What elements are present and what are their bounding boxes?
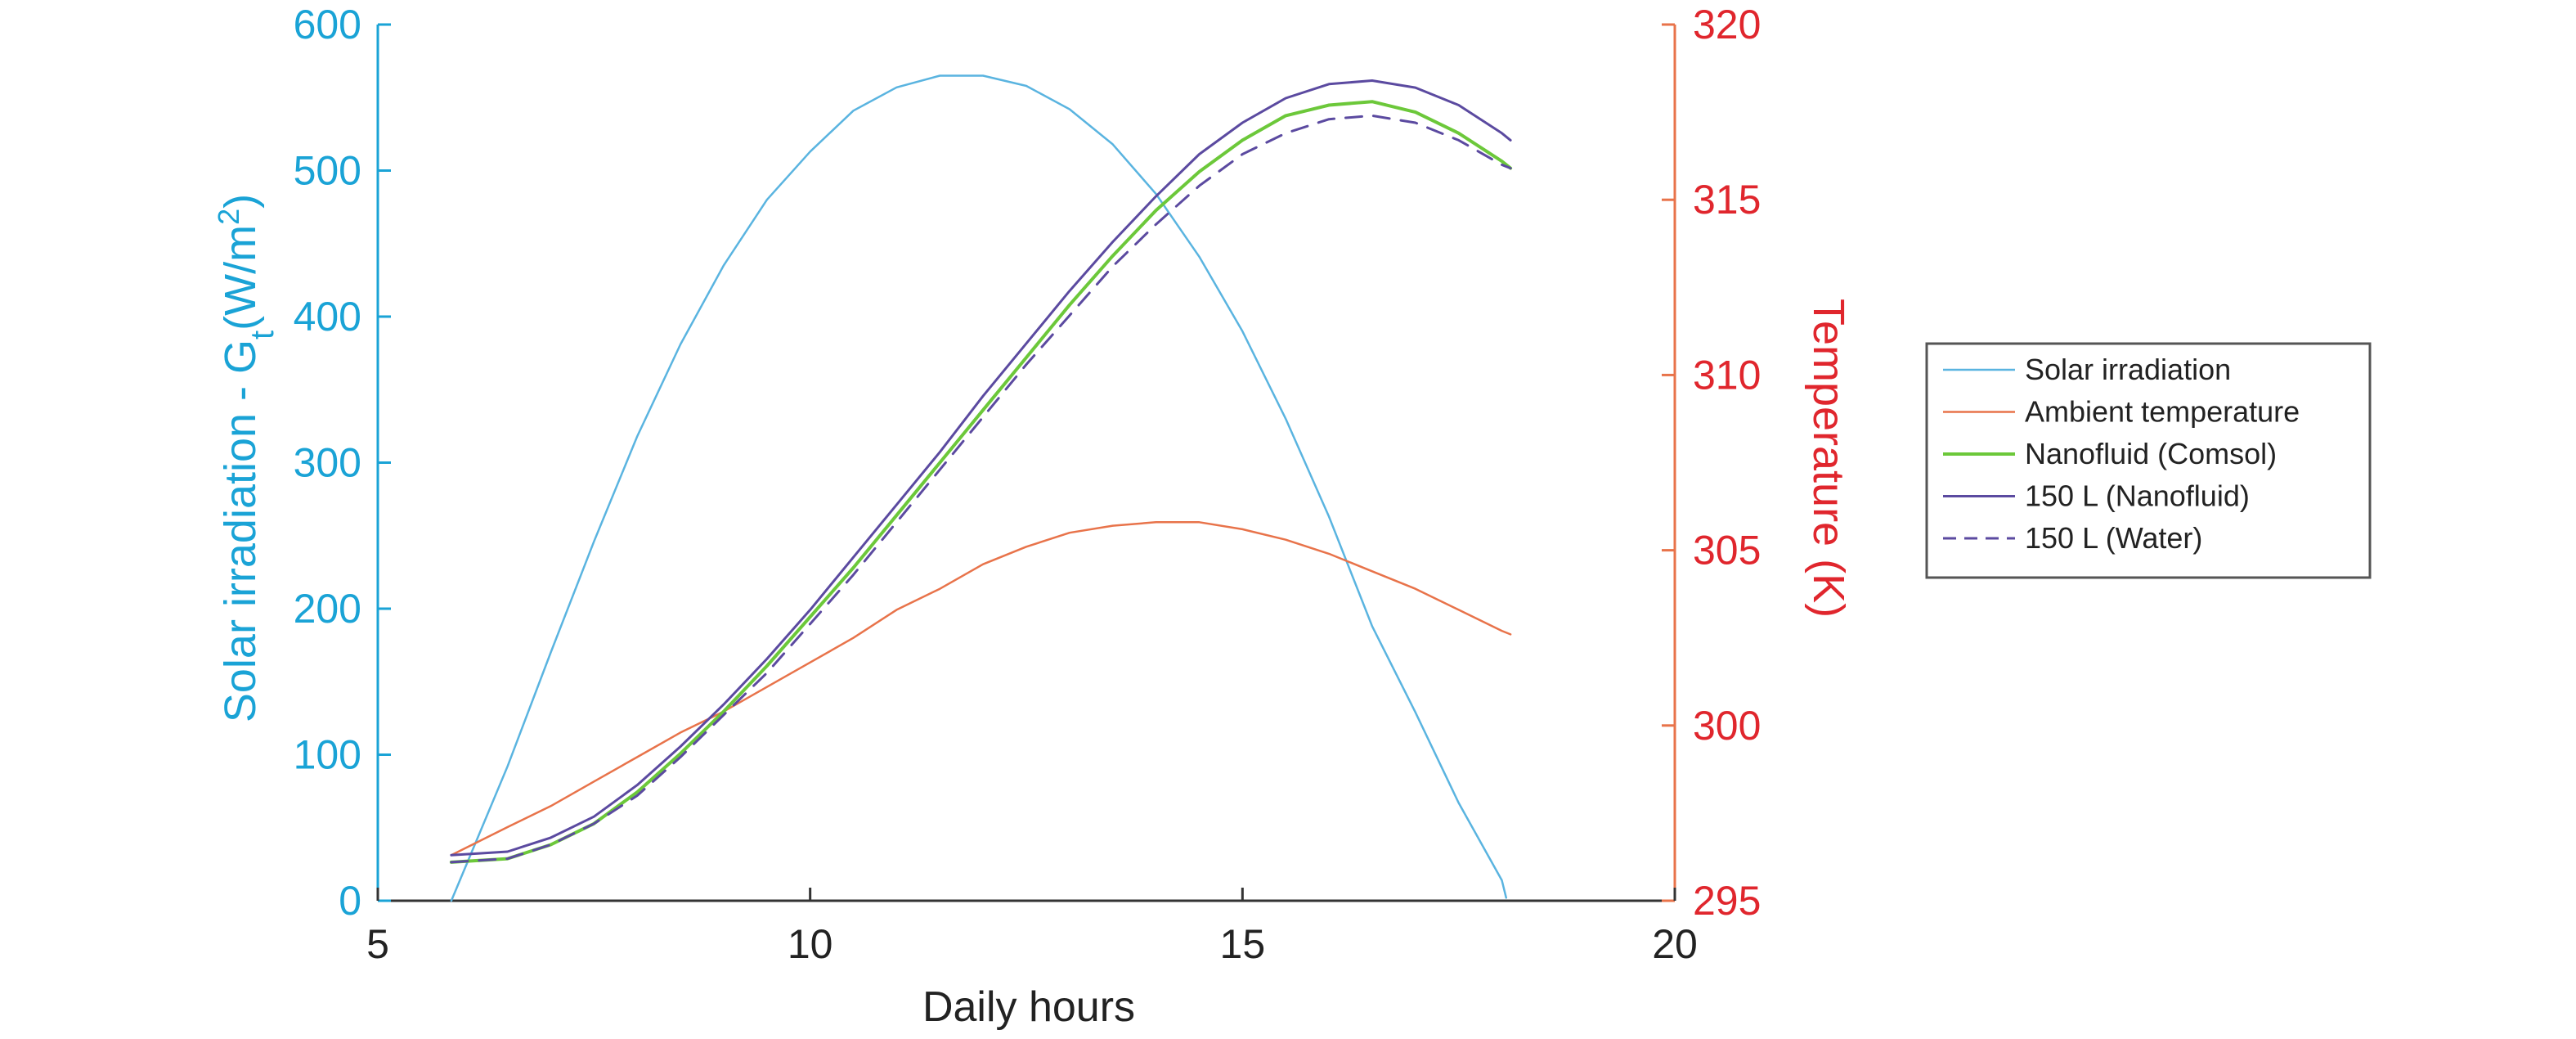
- axes-frame: [376, 23, 1676, 902]
- x-tick-label: 15: [1220, 921, 1266, 967]
- series-line-3: [450, 79, 1512, 857]
- x-tick-label: 5: [366, 921, 389, 967]
- left-tick-label: 600: [294, 2, 361, 47]
- right-tick-label: 300: [1693, 703, 1761, 749]
- series-line-1: [450, 521, 1512, 857]
- legend-label-1: Ambient temperature: [2025, 395, 2300, 429]
- legend: Solar irradiation Ambient temperature Nano…: [1925, 342, 2372, 579]
- left-tick-label: 400: [294, 294, 361, 340]
- legend-box: [1925, 342, 2372, 579]
- right-tick-label: 310: [1693, 352, 1761, 398]
- series-lines: [449, 74, 1513, 902]
- right-tick-label: 315: [1693, 177, 1761, 223]
- right-tick-label: 305: [1693, 528, 1761, 573]
- series-line-2: [449, 100, 1513, 864]
- legend-label-0: Solar irradiation: [2025, 353, 2231, 386]
- left-tick-label: 300: [294, 440, 361, 486]
- left-axis-title: Solar irradiation - Gt(W/m2): [212, 194, 281, 722]
- right-axis-title: Temperature (K): [1804, 299, 1853, 618]
- legend-label-4: 150 L (Water): [2025, 521, 2202, 555]
- left-tick-label: 0: [339, 878, 361, 924]
- x-tick-label: 20: [1652, 921, 1698, 967]
- left-tick-label: 500: [294, 148, 361, 194]
- legend-label-3: 150 L (Nanofluid): [2025, 479, 2250, 513]
- left-tick-label: 200: [294, 586, 361, 632]
- tick-labels: 0 100 200 300 400 500 600 295 300 305 310 315 320 5 10…: [294, 2, 1761, 967]
- series-line-0: [450, 74, 1508, 902]
- x-tick-label: 10: [788, 921, 833, 967]
- legend-label-2: Nanofluid (Comsol): [2025, 437, 2277, 470]
- x-axis-title: Daily hours: [922, 983, 1135, 1031]
- right-tick-label: 320: [1693, 2, 1761, 47]
- left-tick-label: 100: [294, 732, 361, 778]
- right-tick-label: 295: [1693, 878, 1761, 924]
- series-line-4: [450, 114, 1512, 864]
